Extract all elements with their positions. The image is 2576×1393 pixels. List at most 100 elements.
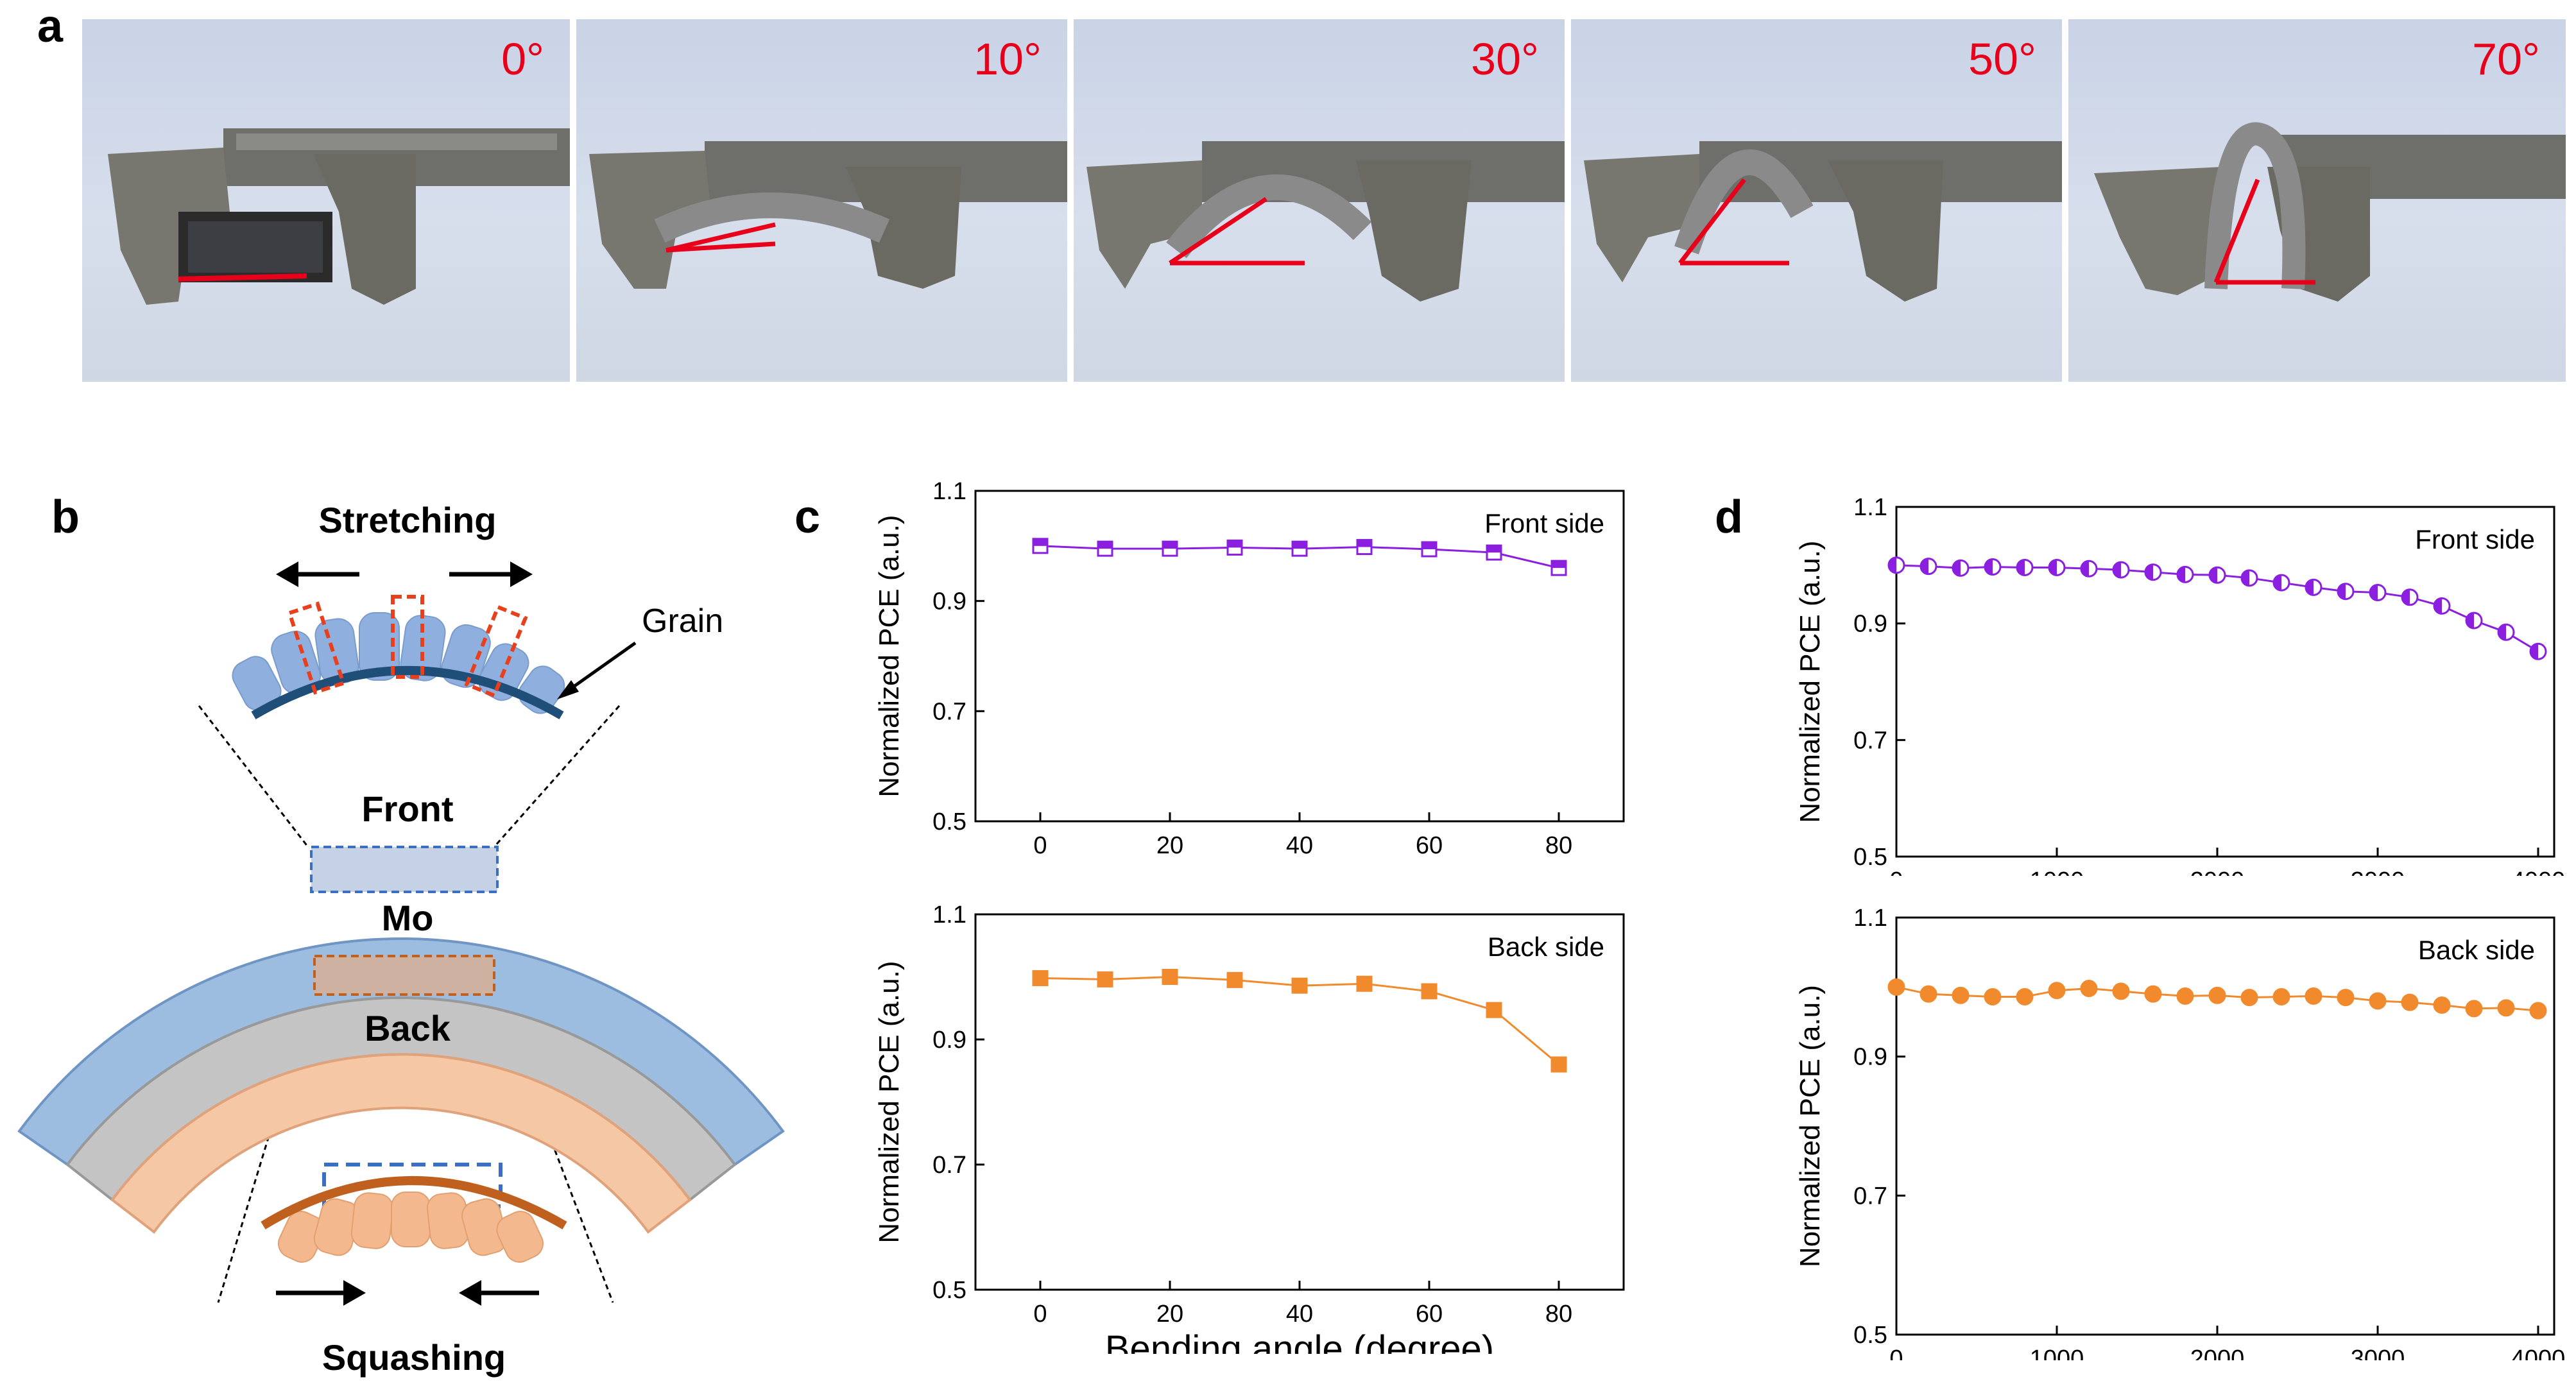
stretch-arrowhead-left <box>276 561 298 587</box>
x-tick-label: 2000 <box>2190 1346 2245 1360</box>
data-point-fill <box>2081 561 2089 577</box>
data-point-fill <box>1953 560 1961 576</box>
x-tick-label: 1000 <box>2030 1346 2084 1360</box>
y-tick-label: 0.5 <box>932 808 966 835</box>
grain-label: Grain <box>642 602 723 640</box>
x-tick-label: 0 <box>1033 832 1047 857</box>
y-tick-label: 0.7 <box>1853 1183 1887 1209</box>
squashing-label: Squashing <box>322 1337 506 1378</box>
y-tick-label: 0.7 <box>932 698 966 725</box>
data-point-fill <box>2274 575 2281 591</box>
data-point <box>2337 989 2355 1007</box>
angle-label-10: 10° <box>974 34 1042 84</box>
y-tick-label: 0.9 <box>932 588 966 615</box>
photo-50-degree: 50° <box>1571 19 2062 382</box>
photo-30-degree: 30° <box>1074 19 1565 382</box>
y-tick-label: 0.7 <box>1853 727 1887 754</box>
x-tick-label: 60 <box>1416 832 1443 857</box>
series-annotation: Front side <box>1484 508 1604 538</box>
data-point <box>1550 1056 1567 1073</box>
y-tick-label: 1.1 <box>932 902 966 928</box>
series-annotation: Back side <box>2418 935 2535 965</box>
data-point <box>1984 988 2002 1005</box>
data-point-fill <box>2017 560 2025 576</box>
data-point <box>1291 977 1308 994</box>
data-point <box>2497 999 2515 1017</box>
photo-10-degree: 10° <box>576 19 1067 382</box>
x-tick-label: 3000 <box>2351 867 2405 876</box>
data-point <box>1486 1002 1502 1018</box>
x-tick-label: 20 <box>1156 1301 1183 1328</box>
y-tick-label: 0.5 <box>1853 844 1887 871</box>
data-point-fill <box>2177 567 2185 583</box>
x-tick-label: 0 <box>1889 1346 1903 1360</box>
data-point-fill <box>2210 567 2217 583</box>
data-point <box>1952 986 1970 1004</box>
grain-boundary-boxes <box>287 595 528 698</box>
data-point-fill <box>1422 542 1436 549</box>
y-axis-label: Normalized PCE (a.u.) <box>1794 985 1826 1267</box>
x-tick-label: 60 <box>1416 1301 1443 1328</box>
chart-d-front-side: 0.5 0.7 0.9 1.1 0 1000 2000 3000 4000 Normalized … <box>1794 494 2565 876</box>
data-point-fill <box>1487 545 1501 553</box>
squash-arrowhead-left <box>343 1280 366 1306</box>
data-point <box>1421 983 1438 1000</box>
zoom-line-top-right <box>493 705 621 848</box>
data-point <box>1162 969 1178 985</box>
x-tick-label: 3000 <box>2351 1346 2405 1360</box>
data-point-fill <box>2530 644 2538 660</box>
data-point-fill <box>1292 542 1307 549</box>
data-point-fill <box>2498 624 2506 640</box>
data-point <box>1887 978 1905 996</box>
y-tick-label: 0.5 <box>1853 1322 1887 1349</box>
x-tick-label: 0 <box>1889 867 1903 876</box>
plot-frame <box>1895 506 2555 858</box>
data-point <box>1226 971 1243 988</box>
y-tick-label: 0.9 <box>932 1027 966 1054</box>
plot-frame <box>1895 916 2555 1336</box>
data-point-fill <box>2370 585 2378 601</box>
data-point <box>1919 985 1937 1003</box>
data-point-fill <box>1921 558 1928 574</box>
photo-0-degree: 0° <box>82 19 570 382</box>
data-point <box>2305 987 2323 1005</box>
x-tick-label: 80 <box>1545 832 1572 857</box>
x-tick-label: 2000 <box>2190 867 2245 876</box>
back-label: Back <box>365 1008 451 1048</box>
data-point <box>2112 982 2130 1000</box>
data-point <box>2369 992 2387 1010</box>
zoom-line-bottom-left <box>217 1007 309 1303</box>
data-point <box>1097 971 1113 987</box>
data-point-fill <box>2338 583 2346 599</box>
y-axis-label: Normalized PCE (a.u.) <box>1794 540 1826 823</box>
data-point <box>2080 980 2098 997</box>
data-point <box>2016 988 2034 1005</box>
angle-label-30: 30° <box>1471 34 1539 84</box>
x-tick-label: 0 <box>1033 1301 1047 1328</box>
data-point <box>1032 970 1049 986</box>
y-tick-label: 1.1 <box>1853 494 1887 521</box>
stretching-label: Stretching <box>319 500 497 540</box>
y-tick-label: 0.9 <box>1853 1044 1887 1071</box>
data-point <box>2401 993 2419 1011</box>
data-point <box>2272 988 2290 1005</box>
caliper-drawing <box>2094 122 2566 302</box>
zoom-line-top-left <box>198 705 309 848</box>
caliper-drawing <box>1086 141 1565 302</box>
series-annotation: Back side <box>1488 932 1604 962</box>
data-point-fill <box>1552 561 1566 568</box>
data-point-fill <box>2242 570 2249 586</box>
data-point-fill <box>2466 613 2474 629</box>
panel-letter-a: a <box>37 1 64 52</box>
data-point <box>2176 987 2194 1005</box>
data-point <box>2465 1000 2483 1018</box>
bending-schematic: Stretching Grain Front Mo Back <box>17 500 785 1378</box>
x-axis-label: Bending angle (degree) <box>1105 1328 1494 1354</box>
chart-c-front-side: 0.5 0.7 0.9 1.1 0 20 40 60 80 Normalized PCE (a.u… <box>873 478 1625 857</box>
bottom-grains <box>277 1192 544 1263</box>
x-tick-label: 40 <box>1286 832 1313 857</box>
y-tick-label: 1.1 <box>1853 905 1887 932</box>
data-point-fill <box>1033 538 1047 546</box>
zoom-line-bottom-right <box>499 1007 614 1303</box>
plot-frame <box>974 490 1625 823</box>
